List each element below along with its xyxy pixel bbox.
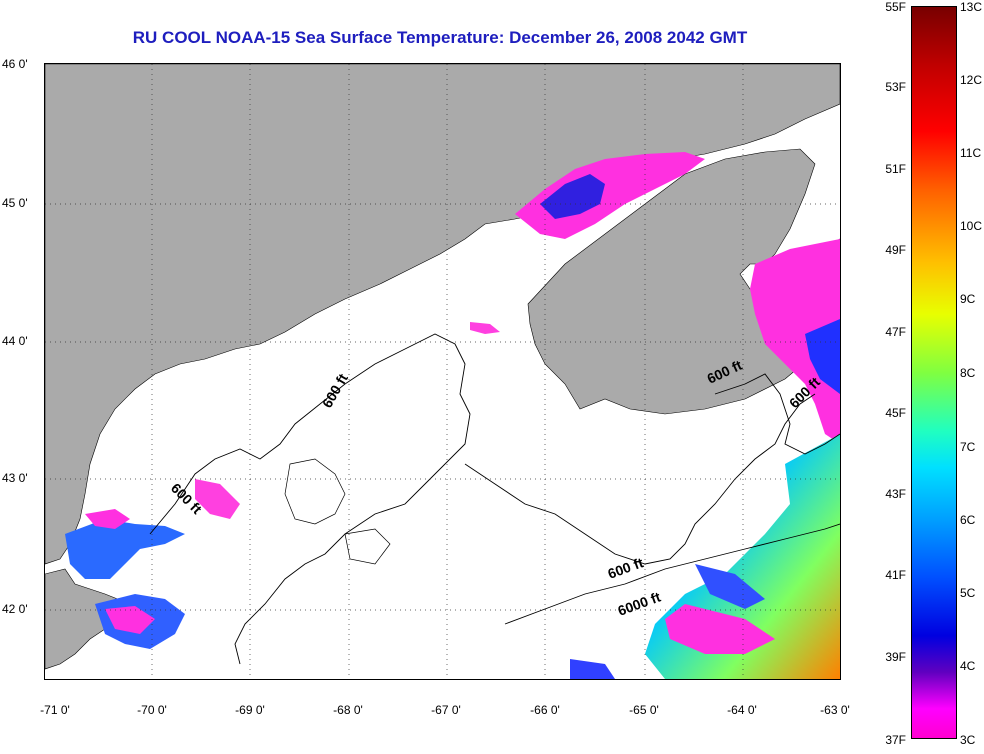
colorbar-c-9: 9C: [960, 292, 976, 306]
colorbar-f-55: 55F: [885, 0, 906, 14]
depth-contour-600ft-east: [714, 373, 840, 455]
colorbar-f-43: 43F: [885, 487, 906, 501]
lat-label-43: 43 0': [2, 471, 28, 485]
colorbar-f-51: 51F: [885, 162, 906, 176]
lat-label-42: 42 0': [2, 602, 28, 616]
contour-label-5: 600 ft: [606, 554, 646, 582]
colorbar-f-39: 39F: [885, 650, 906, 664]
colorbar-c-7: 7C: [960, 440, 976, 454]
temperature-colorbar: [911, 6, 957, 739]
depth-contour-600ft-center: [464, 393, 816, 565]
colorbar-f-53: 53F: [885, 80, 906, 94]
colorbar-c-13: 13C: [960, 0, 983, 14]
depth-contour-6000ft: [504, 523, 840, 625]
lon-label-67: -67 0': [431, 703, 461, 717]
lon-label-64: -64 0': [727, 703, 757, 717]
sst-patch-bay-of-fundy-core: [540, 174, 605, 219]
sst-map-canvas: 600 ft 600 ft 600 ft 600 ft 600 ft 6000 …: [45, 64, 840, 679]
lon-label-70: -70 0': [137, 703, 167, 717]
land-maine-newbrunswick: [45, 64, 840, 565]
sst-patch-mass-bay-pink: [85, 509, 130, 529]
lon-label-71: -71 0': [40, 703, 70, 717]
depth-contour-inner-loop-2: [344, 528, 391, 565]
colorbar-f-45: 45F: [885, 406, 906, 420]
contour-label-6: 6000 ft: [616, 588, 663, 618]
colorbar-c-12: 12C: [960, 73, 983, 87]
lon-label-68: -68 0': [333, 703, 363, 717]
lon-label-69: -69 0': [235, 703, 265, 717]
colorbar-f-49: 49F: [885, 243, 906, 257]
sst-patch-mass-bay: [65, 519, 185, 579]
sst-patch-east-core: [805, 319, 840, 394]
colorbar-c-3: 3C: [960, 733, 976, 747]
lon-label-63: -63 0': [820, 703, 850, 717]
sst-patch-small-1: [470, 322, 500, 334]
sst-patch-southeast-2: [665, 604, 775, 654]
lon-label-66: -66 0': [530, 703, 560, 717]
depth-contour-600ft-west: [149, 333, 471, 665]
contour-label-1: 600 ft: [319, 371, 351, 411]
lat-label-44: 44 0': [2, 334, 28, 348]
depth-contour-inner-loop: [284, 458, 346, 525]
colorbar-c-8: 8C: [960, 366, 976, 380]
sst-patch-east: [750, 239, 840, 444]
sst-patch-southeast-3: [695, 564, 765, 609]
lat-label-45: 45 0': [2, 196, 28, 210]
colorbar-f-47: 47F: [885, 325, 906, 339]
colorbar-c-6: 6C: [960, 513, 976, 527]
sst-patch-south-small: [570, 659, 615, 679]
colorbar-f-37: 37F: [885, 733, 906, 747]
sst-patch-cape-pink: [105, 606, 155, 634]
colorbar-c-11: 11C: [960, 146, 982, 160]
lon-label-65: -65 0': [629, 703, 659, 717]
lat-label-46: 46 0': [2, 57, 28, 71]
colorbar-c-4: 4C: [960, 659, 976, 673]
colorbar-c-5: 5C: [960, 586, 976, 600]
sst-map: 600 ft 600 ft 600 ft 600 ft 600 ft 6000 …: [44, 63, 841, 680]
colorbar-c-10: 10C: [960, 219, 983, 233]
page-title: RU COOL NOAA-15 Sea Surface Temperature:…: [132, 28, 748, 47]
sst-patch-mid: [195, 479, 240, 519]
colorbar-f-41: 41F: [885, 568, 906, 582]
